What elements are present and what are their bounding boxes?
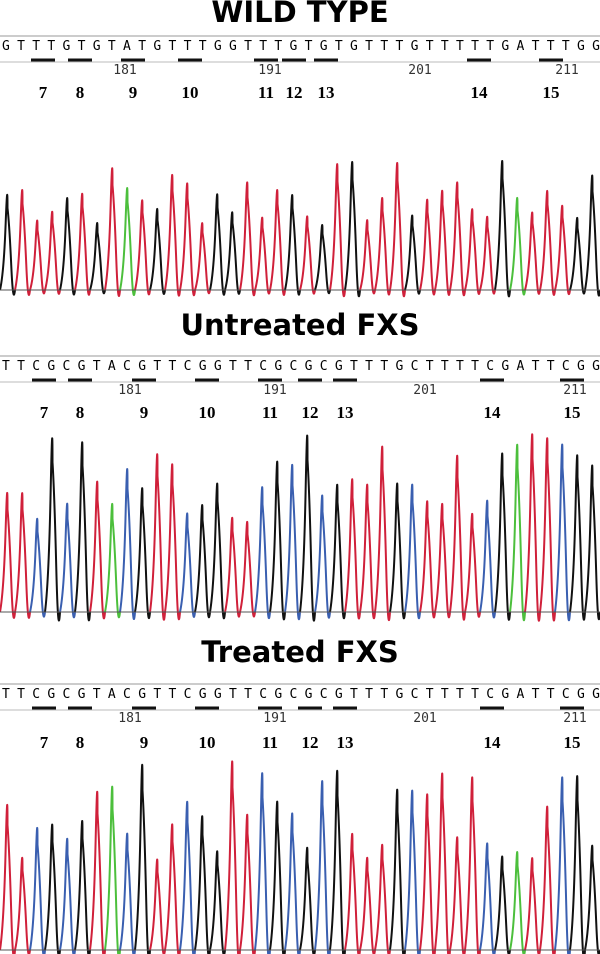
site-label: 10 [199,403,216,422]
site-label: 7 [39,83,48,102]
site-label: 9 [129,83,138,102]
site-label: 13 [318,83,335,102]
position-number: 211 [563,383,586,398]
trace [119,187,526,296]
site-label: 14 [484,733,502,752]
site-label: 9 [140,733,149,752]
site-label: 15 [543,83,560,102]
site-label: 15 [564,403,581,422]
base-sequence: TTCGCGTACGTTCGGTTCGCGCGTTTGCTTTTCGATTCGG [2,359,600,374]
trace [0,433,556,622]
site-label: 9 [140,403,149,422]
site-label: 8 [76,403,85,422]
panel-title: Untreated FXS [180,308,419,342]
base-sequence: GTTTGTGTATGTTTGGTTTGTGTGTTTGTTTTTGATTTGG [2,39,600,54]
site-label: 13 [337,403,354,422]
site-label: 10 [199,733,216,752]
panel-title: WILD TYPE [211,0,388,29]
position-number: 201 [413,711,436,726]
panel: Treated FXS TTCGCGTACGTTCGGTTCGCGCGTTTGCT… [0,635,600,954]
position-number: 181 [118,383,141,398]
site-label: 11 [262,733,278,752]
site-label: 14 [471,83,489,102]
trace [104,785,526,954]
panel: WILD TYPE GTTTGTGTATGTTTGGTTTGTGTGTTTGTTT… [0,0,600,298]
trace [29,443,571,622]
position-number: 211 [555,63,578,78]
trace [44,434,600,622]
site-label: 11 [258,83,274,102]
site-label: 11 [262,403,278,422]
trace [0,760,556,954]
site-label: 14 [484,403,502,422]
site-label: 15 [564,733,581,752]
trace [14,162,571,298]
site-label: 7 [40,403,49,422]
position-number: 211 [563,711,586,726]
trace [104,443,526,622]
site-label: 13 [337,733,354,752]
trace [0,159,600,298]
position-number: 181 [118,711,141,726]
position-number: 201 [408,63,431,78]
site-label: 12 [302,403,319,422]
trace [44,764,600,954]
base-sequence: TTCGCGTACGTTCGGTTCGCGCGTTTGCTTTTCGATTCGG [2,687,600,702]
position-number: 201 [413,383,436,398]
position-number: 191 [263,711,286,726]
site-label: 12 [302,733,319,752]
site-label: 10 [182,83,199,102]
position-number: 191 [258,63,281,78]
panel: Untreated FXS TTCGCGTACGTTCGGTTCGCGCGTTTG… [0,308,600,622]
site-label: 8 [76,83,85,102]
position-number: 191 [263,383,286,398]
site-label: 12 [286,83,303,102]
site-label: 8 [76,733,85,752]
panel-title: Treated FXS [201,635,399,669]
position-number: 181 [113,63,136,78]
trace [29,772,571,954]
site-label: 7 [40,733,49,752]
